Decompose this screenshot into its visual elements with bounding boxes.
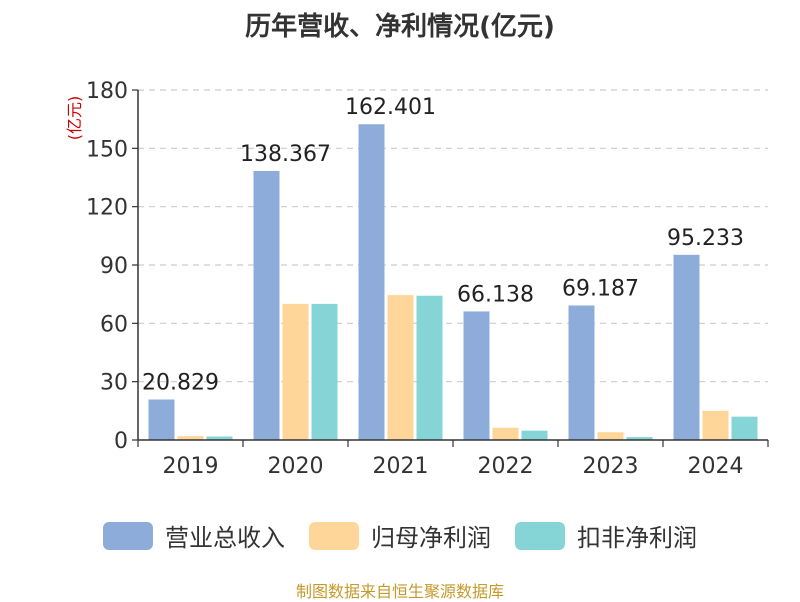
data-label: 162.401 <box>345 95 436 120</box>
bar <box>253 170 280 440</box>
y-tick-label: 120 <box>86 196 128 221</box>
x-tick-label: 2024 <box>688 454 744 479</box>
y-tick-label: 90 <box>100 254 128 279</box>
legend-label-net-profit: 归母净利润 <box>371 524 491 552</box>
source-note: 制图数据来自恒生聚源数据库 <box>295 582 504 601</box>
bar <box>626 437 653 440</box>
legend-swatch-deducted-profit <box>515 521 565 550</box>
bar <box>597 432 624 440</box>
chart-legend: 营业总收入 归母净利润 扣非净利润 <box>0 518 800 553</box>
legend-swatch-net-profit <box>309 521 359 550</box>
y-tick-label: 60 <box>100 312 128 337</box>
bar <box>702 410 729 440</box>
y-tick-label: 0 <box>114 429 128 454</box>
data-labels: 20.829 138.367 162.401 66.138 69.187 95.233 <box>142 95 744 395</box>
data-label: 95.233 <box>667 226 744 251</box>
bar <box>492 427 519 440</box>
x-tick-label: 2021 <box>373 454 429 479</box>
bar <box>177 436 204 440</box>
bar <box>148 399 175 440</box>
bar <box>521 430 548 440</box>
bar <box>282 303 309 440</box>
legend-label-deducted-profit: 扣非净利润 <box>577 524 697 552</box>
legend-item-deducted-profit[interactable]: 扣非净利润 <box>515 518 697 553</box>
data-label: 20.829 <box>142 370 219 395</box>
bars <box>148 124 758 440</box>
bar <box>416 295 443 440</box>
y-tick-label: 150 <box>86 137 128 162</box>
legend-label-revenue: 营业总收入 <box>165 524 285 552</box>
bar <box>206 436 233 440</box>
y-tick-label: 180 <box>86 79 128 104</box>
legend-item-net-profit[interactable]: 归母净利润 <box>309 518 491 553</box>
data-label: 66.138 <box>457 282 534 307</box>
y-tick-label: 30 <box>100 371 128 396</box>
bar <box>568 305 595 440</box>
x-tick-label: 2022 <box>478 454 534 479</box>
axes: 0 30 60 90 120 150 180 2019 2020 2021 2022 2023 2024 <box>86 79 769 479</box>
x-tick-label: 2020 <box>268 454 324 479</box>
legend-item-revenue[interactable]: 营业总收入 <box>103 518 285 553</box>
data-label: 138.367 <box>240 142 331 167</box>
x-tick-label: 2023 <box>583 454 639 479</box>
bar <box>311 303 338 440</box>
chart-title: 历年营收、净利情况(亿元) <box>245 12 555 42</box>
bar <box>387 295 414 440</box>
data-label: 69.187 <box>562 276 639 301</box>
bar <box>358 124 385 440</box>
legend-swatch-revenue <box>103 521 153 550</box>
x-tick-label: 2019 <box>163 454 219 479</box>
bar <box>463 311 490 440</box>
grid-lines <box>138 89 768 383</box>
bar <box>673 254 700 440</box>
bar <box>731 416 758 440</box>
y-axis-title: (亿元) <box>65 96 84 141</box>
